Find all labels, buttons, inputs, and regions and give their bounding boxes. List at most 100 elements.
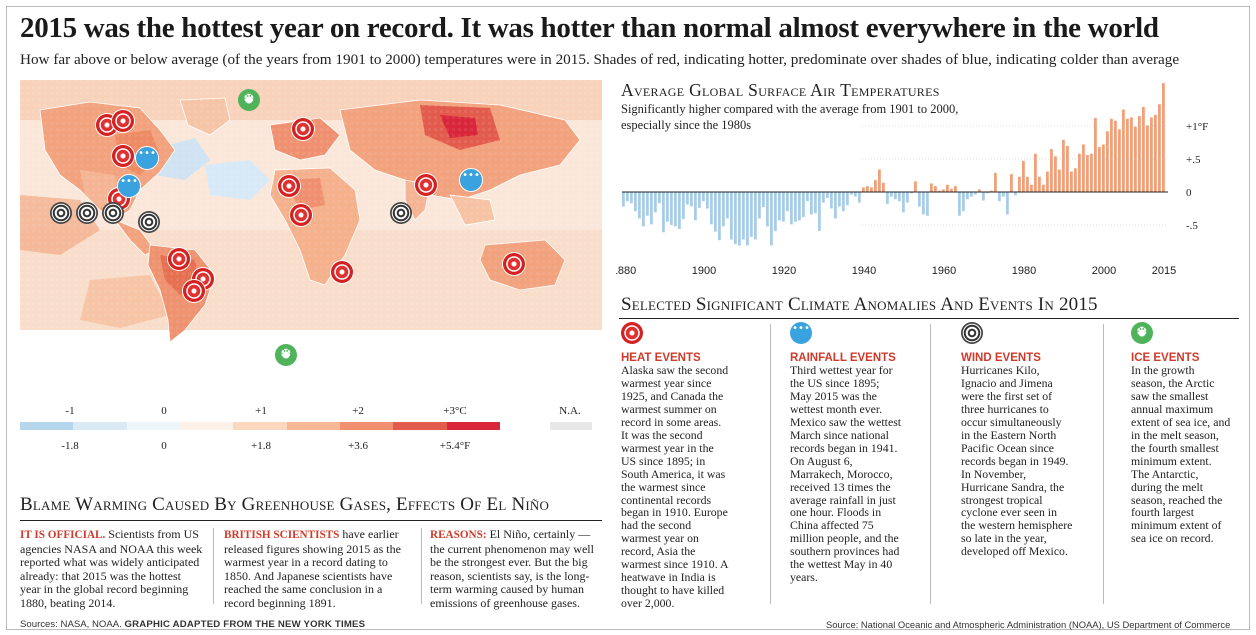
blame-col3-text: El Niño, certainly — the current phenome… xyxy=(430,527,594,610)
chart-bar xyxy=(1046,171,1049,192)
chart-bar xyxy=(926,192,929,216)
x-tick-label: 1900 xyxy=(692,265,716,277)
chart-bar xyxy=(670,192,673,225)
rainfall-events-text: Third wettest year for the US since 1895… xyxy=(790,363,902,585)
chart-bar xyxy=(998,192,1001,202)
chart-bar xyxy=(630,192,633,204)
rainfall-events-heading: RAINFALL EVENTS xyxy=(790,352,896,364)
wind-events-text: Hurricanes Kilo, Ignacio and Jimena were… xyxy=(961,363,1073,559)
heat-marker xyxy=(112,110,134,132)
chart-bar xyxy=(930,183,933,192)
blame-column-1: IT IS OFFICIAL. Scientists from US agenc… xyxy=(20,527,204,611)
legend-color-swatch xyxy=(233,422,288,430)
heat-marker xyxy=(290,204,312,226)
x-tick-label: 1980 xyxy=(1012,265,1036,277)
chart-bar xyxy=(714,192,717,232)
chart-bar xyxy=(1078,153,1081,192)
ice-marker xyxy=(275,344,297,366)
chart-bar xyxy=(874,180,877,192)
chart-bar xyxy=(838,192,841,207)
chart-bar xyxy=(646,192,649,216)
legend-color-swatch xyxy=(393,422,448,430)
chart-bar xyxy=(634,192,637,212)
chart-bar xyxy=(890,192,893,197)
anomalies-divider xyxy=(1103,324,1104,604)
rain-marker xyxy=(460,169,482,191)
chart-bar xyxy=(870,187,873,192)
anomalies-title: Selected Significant Climate Anomalies A… xyxy=(621,294,1098,315)
chart-bar xyxy=(866,186,869,192)
legend-color-swatch xyxy=(126,422,181,430)
chart-bar xyxy=(774,192,777,231)
legend-c-label: +1 xyxy=(255,405,267,417)
legend-f-label: -1.8 xyxy=(61,440,79,452)
footer-credit: GRAPHIC ADAPTED FROM THE NEW YORK TIMES xyxy=(124,619,366,630)
chart-bar xyxy=(1050,149,1053,192)
page-title: 2015 was the hottest year on record. It … xyxy=(20,12,1159,44)
chart-subtitle: Significantly higher compared with the a… xyxy=(621,102,959,132)
legend-color-swatch xyxy=(20,422,74,430)
chart-bar xyxy=(1122,109,1125,192)
chart-bar xyxy=(1126,118,1129,192)
legend-color-swatch xyxy=(286,422,341,430)
chart-bar xyxy=(806,192,809,202)
blame-col2-text: have earlier released figures showing 20… xyxy=(224,527,401,610)
chart-bar xyxy=(1018,176,1021,192)
y-tick-label: +.5 xyxy=(1186,154,1201,166)
y-tick-label: 0 xyxy=(1186,187,1192,199)
legend-na-swatch xyxy=(550,422,592,430)
chart-bar xyxy=(674,192,677,227)
blame-col1-lead: IT IS OFFICIAL. xyxy=(20,529,106,541)
wind-marker xyxy=(76,202,98,224)
chart-bar xyxy=(986,192,989,194)
ice-events-text: In the growth season, the Arctic saw the… xyxy=(1131,363,1231,546)
chart-bar xyxy=(762,192,765,208)
chart-bar xyxy=(978,189,981,192)
legend-color-swatch xyxy=(180,422,234,430)
x-tick-label: 1960 xyxy=(932,265,956,277)
y-tick-label: +1°F xyxy=(1186,121,1208,133)
chart-bar xyxy=(778,192,781,221)
x-tick-label: 1940 xyxy=(852,265,876,277)
wind-events-column: WIND EVENTS Hurricanes Kilo, Ignacio and… xyxy=(961,322,1101,558)
heat-marker xyxy=(331,261,353,283)
chart-bar xyxy=(622,192,625,207)
chart-bar xyxy=(886,192,889,204)
wind-marker xyxy=(390,202,412,224)
chart-bar xyxy=(1074,168,1077,192)
chart-bar xyxy=(642,192,645,227)
chart-bar xyxy=(882,182,885,192)
chart-bar xyxy=(910,192,913,194)
chart-bar xyxy=(1022,160,1025,192)
heat-marker xyxy=(278,175,300,197)
chart-bar xyxy=(766,192,769,227)
chart-title: Average Global Surface Air Temperatures xyxy=(621,80,940,100)
chart-bar xyxy=(994,172,997,192)
chart-bar xyxy=(798,192,801,221)
chart-bar xyxy=(894,192,897,200)
chart-bar xyxy=(814,192,817,214)
chart-bar xyxy=(758,192,761,219)
rainfall-events-column: RAINFALL EVENTS Third wettest year for t… xyxy=(790,322,930,584)
chart-bar xyxy=(1006,192,1009,215)
blame-divider xyxy=(421,528,422,604)
chart-bar xyxy=(990,190,993,192)
chart-bar xyxy=(962,192,965,212)
chart-bar xyxy=(1058,169,1061,192)
chart-bar xyxy=(950,188,953,192)
chart-bar xyxy=(922,192,925,215)
chart-bar xyxy=(738,192,741,246)
anomalies-divider xyxy=(770,324,771,604)
legend-color-swatch xyxy=(73,422,128,430)
chart-bar xyxy=(734,192,737,245)
heat-marker xyxy=(183,280,205,302)
chart-bar xyxy=(938,190,941,192)
legend-f-label: +3.6 xyxy=(348,440,368,452)
rain-marker xyxy=(118,175,140,197)
chart-bar xyxy=(698,192,701,208)
heat-events-icon xyxy=(621,322,643,344)
chart-bar xyxy=(946,184,949,192)
chart-bar xyxy=(1090,153,1093,192)
chart-bar xyxy=(1014,192,1017,196)
heat-marker xyxy=(168,248,190,270)
